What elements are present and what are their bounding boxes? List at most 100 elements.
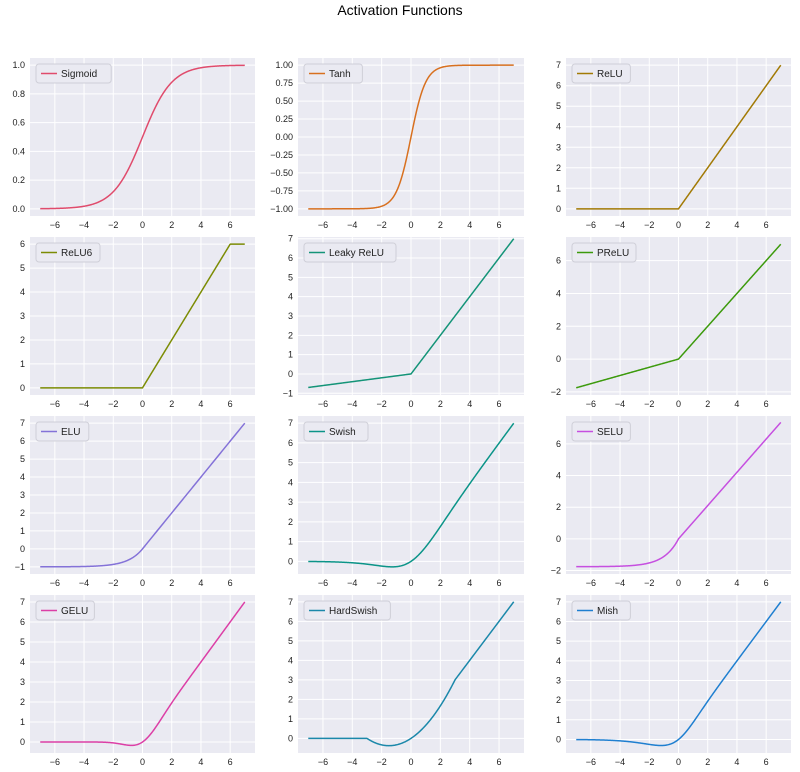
y-tick-label: 3 [288, 675, 293, 685]
y-tick-label: 0.25 [275, 114, 293, 124]
y-tick-label: −1.00 [270, 204, 293, 214]
x-tick-label: 6 [497, 578, 502, 588]
subplot-elu: −6 −4 −2 0 2 4 6 −1 0 1 2 3 4 5 6 7 ELU [15, 416, 255, 588]
y-tick-label: 3 [20, 677, 25, 687]
legend: Sigmoid [35, 63, 112, 84]
x-tick-label: −6 [318, 220, 328, 230]
y-tick-label: 0 [20, 737, 25, 747]
y-tick-label: 7 [556, 597, 561, 607]
x-tick-label: −6 [50, 578, 60, 588]
x-tick-label: 6 [497, 399, 502, 409]
y-tick-label: −0.50 [270, 168, 293, 178]
y-tick-label: 1 [20, 717, 25, 727]
x-tick-label: −6 [50, 399, 60, 409]
x-tick-label: 0 [676, 578, 681, 588]
series-line-leaky-relu [308, 238, 515, 389]
x-tick-label: −4 [79, 578, 89, 588]
y-tick-label: 4 [288, 655, 293, 665]
y-tick-label: 3 [20, 490, 25, 500]
series-line-selu [576, 421, 782, 568]
x-tick-label: 6 [764, 399, 769, 409]
legend-label: GELU [61, 606, 88, 617]
x-tick-label: −6 [586, 757, 596, 767]
x-tick-label: 2 [169, 220, 174, 230]
x-tick-label: −6 [50, 220, 60, 230]
y-tick-label: 6 [20, 617, 25, 627]
x-tick-label: 2 [705, 220, 710, 230]
y-tick-label: 2 [20, 508, 25, 518]
y-tick-label: 7 [20, 418, 25, 428]
legend-label: Swish [329, 427, 356, 438]
y-tick-label: 5 [556, 636, 561, 646]
x-tick-label: −2 [108, 578, 118, 588]
x-tick-label: 2 [169, 399, 174, 409]
x-tick-label: 6 [764, 757, 769, 767]
legend-box [571, 242, 637, 263]
x-tick-label: 4 [734, 578, 739, 588]
x-tick-label: 0 [408, 220, 413, 230]
y-tick-label: 7 [20, 597, 25, 607]
y-tick-label: 6 [288, 438, 293, 448]
subplot-prelu: −6 −4 −2 0 2 4 6 −2 0 2 4 6 PReLU [551, 237, 791, 409]
x-tick-label: 4 [734, 399, 739, 409]
x-tick-label: −2 [377, 578, 387, 588]
y-tick-label: 5 [556, 101, 561, 111]
y-tick-label: −2 [551, 566, 561, 576]
y-tick-label: −0.25 [270, 150, 293, 160]
y-tick-label: 2 [288, 517, 293, 527]
y-tick-label: 4 [556, 471, 561, 481]
y-tick-label: 3 [20, 311, 25, 321]
x-tick-label: 0 [408, 399, 413, 409]
legend: Leaky ReLU [303, 242, 397, 263]
y-tick-label: 1 [288, 537, 293, 547]
series-line-swish [308, 422, 515, 568]
y-tick-label: 2 [556, 502, 561, 512]
x-tick-label: −4 [79, 757, 89, 767]
legend-label: HardSwish [329, 606, 377, 617]
x-tick-label: 2 [169, 757, 174, 767]
x-tick-label: 0 [140, 578, 145, 588]
subplot-relu6: −6 −4 −2 0 2 4 6 0 1 2 3 4 5 6 ReLU6 [20, 237, 255, 409]
x-tick-label: −2 [644, 399, 654, 409]
x-tick-label: 2 [438, 399, 443, 409]
y-tick-label: 6 [288, 616, 293, 626]
legend: GELU [35, 600, 95, 621]
series-line-sigmoid [40, 64, 245, 210]
legend-label: PReLU [597, 248, 629, 259]
series-line-prelu [576, 243, 782, 389]
x-tick-label: −4 [347, 578, 357, 588]
y-tick-label: 1 [556, 715, 561, 725]
x-tick-label: 4 [467, 399, 472, 409]
y-tick-label: 4 [556, 288, 561, 298]
series-line-hardswish [308, 601, 515, 747]
y-tick-label: 4 [288, 477, 293, 487]
x-tick-label: 4 [734, 220, 739, 230]
y-tick-label: 4 [556, 122, 561, 132]
y-tick-label: 7 [556, 60, 561, 70]
legend: ReLU [571, 63, 631, 84]
x-tick-label: −2 [108, 220, 118, 230]
y-tick-label: 0.6 [12, 118, 25, 128]
x-tick-label: −2 [377, 757, 387, 767]
y-tick-label: 1.00 [275, 60, 293, 70]
x-tick-label: −6 [318, 757, 328, 767]
y-tick-label: 0.00 [275, 132, 293, 142]
x-tick-label: 2 [169, 578, 174, 588]
x-tick-label: −4 [615, 220, 625, 230]
x-tick-label: −2 [644, 220, 654, 230]
legend-box [35, 63, 112, 84]
legend-box [571, 600, 631, 621]
x-tick-label: 6 [228, 220, 233, 230]
x-tick-label: 0 [140, 399, 145, 409]
x-tick-label: −6 [586, 220, 596, 230]
legend-box [35, 421, 90, 442]
x-tick-label: −6 [318, 399, 328, 409]
x-tick-label: 6 [228, 578, 233, 588]
x-tick-label: 6 [764, 220, 769, 230]
x-tick-label: 2 [438, 220, 443, 230]
legend-box [35, 242, 101, 263]
y-tick-label: 3 [288, 311, 293, 321]
legend-label: Leaky ReLU [329, 248, 384, 259]
legend-box [303, 242, 397, 263]
y-tick-label: 2 [20, 335, 25, 345]
